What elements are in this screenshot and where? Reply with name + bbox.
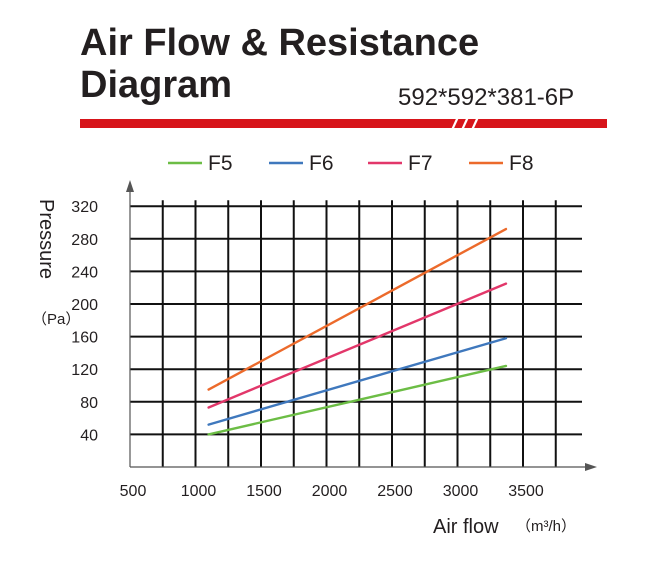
- x-tick-label-3500: 3500: [508, 483, 544, 500]
- series-line-f7: [207, 282, 508, 409]
- header-bar-slash-3: [471, 116, 479, 131]
- chart-title-line-2: Diagram: [80, 64, 233, 106]
- series-line-f6: [207, 337, 508, 426]
- y-axis-unit: （Pa）: [32, 311, 80, 328]
- x-tick-label-3000: 3000: [443, 483, 479, 500]
- axis-labels: Pressure （Pa） Air flow （m³/h）: [32, 199, 576, 538]
- model-number: 592*592*381-6P: [398, 84, 575, 111]
- x-tick-label-1500: 1500: [246, 483, 282, 500]
- y-axis-label: Pressure: [35, 199, 57, 279]
- y-tick-label-320: 320: [71, 199, 98, 216]
- y-tick-label-40: 40: [80, 427, 98, 444]
- y-tick-label-80: 80: [80, 395, 98, 412]
- x-axis-arrow: [585, 463, 597, 471]
- chart-title-line-1: Air Flow & Resistance: [80, 22, 480, 64]
- y-tick-label-280: 280: [71, 232, 98, 249]
- chart-axes: [126, 180, 597, 471]
- legend-label-f5: F5: [208, 152, 233, 175]
- header-bar: [80, 116, 607, 131]
- y-tick-label-120: 120: [71, 362, 98, 379]
- header-bar-fill: [80, 119, 607, 128]
- legend-label-f6: F6: [309, 152, 334, 175]
- header-bar-slash-2: [461, 116, 469, 131]
- y-axis-arrow: [126, 180, 134, 192]
- series-line-f5: [207, 364, 508, 436]
- header-bar-slash-1: [451, 116, 459, 131]
- x-axis-label: Air flow: [433, 516, 499, 538]
- legend: F5 F6 F7 F8: [168, 152, 534, 175]
- x-tick-label-1000: 1000: [181, 483, 217, 500]
- x-tick-label-500: 500: [120, 483, 147, 500]
- tick-labels: 40 80 120 160 200 240 280 320 500 1000 1500 2000 250…: [71, 199, 544, 500]
- x-axis-unit: （m³/h）: [516, 518, 576, 535]
- y-tick-label-160: 160: [71, 330, 98, 347]
- legend-label-f7: F7: [408, 152, 433, 175]
- series-line-f8: [207, 227, 508, 391]
- series-lines: [207, 227, 508, 436]
- chart-grid: [130, 200, 582, 467]
- legend-label-f8: F8: [509, 152, 534, 175]
- x-tick-label-2000: 2000: [312, 483, 348, 500]
- x-tick-label-2500: 2500: [377, 483, 413, 500]
- chart-title: Air Flow & Resistance Diagram: [80, 22, 479, 106]
- y-tick-label-200: 200: [71, 297, 98, 314]
- y-tick-label-240: 240: [71, 264, 98, 281]
